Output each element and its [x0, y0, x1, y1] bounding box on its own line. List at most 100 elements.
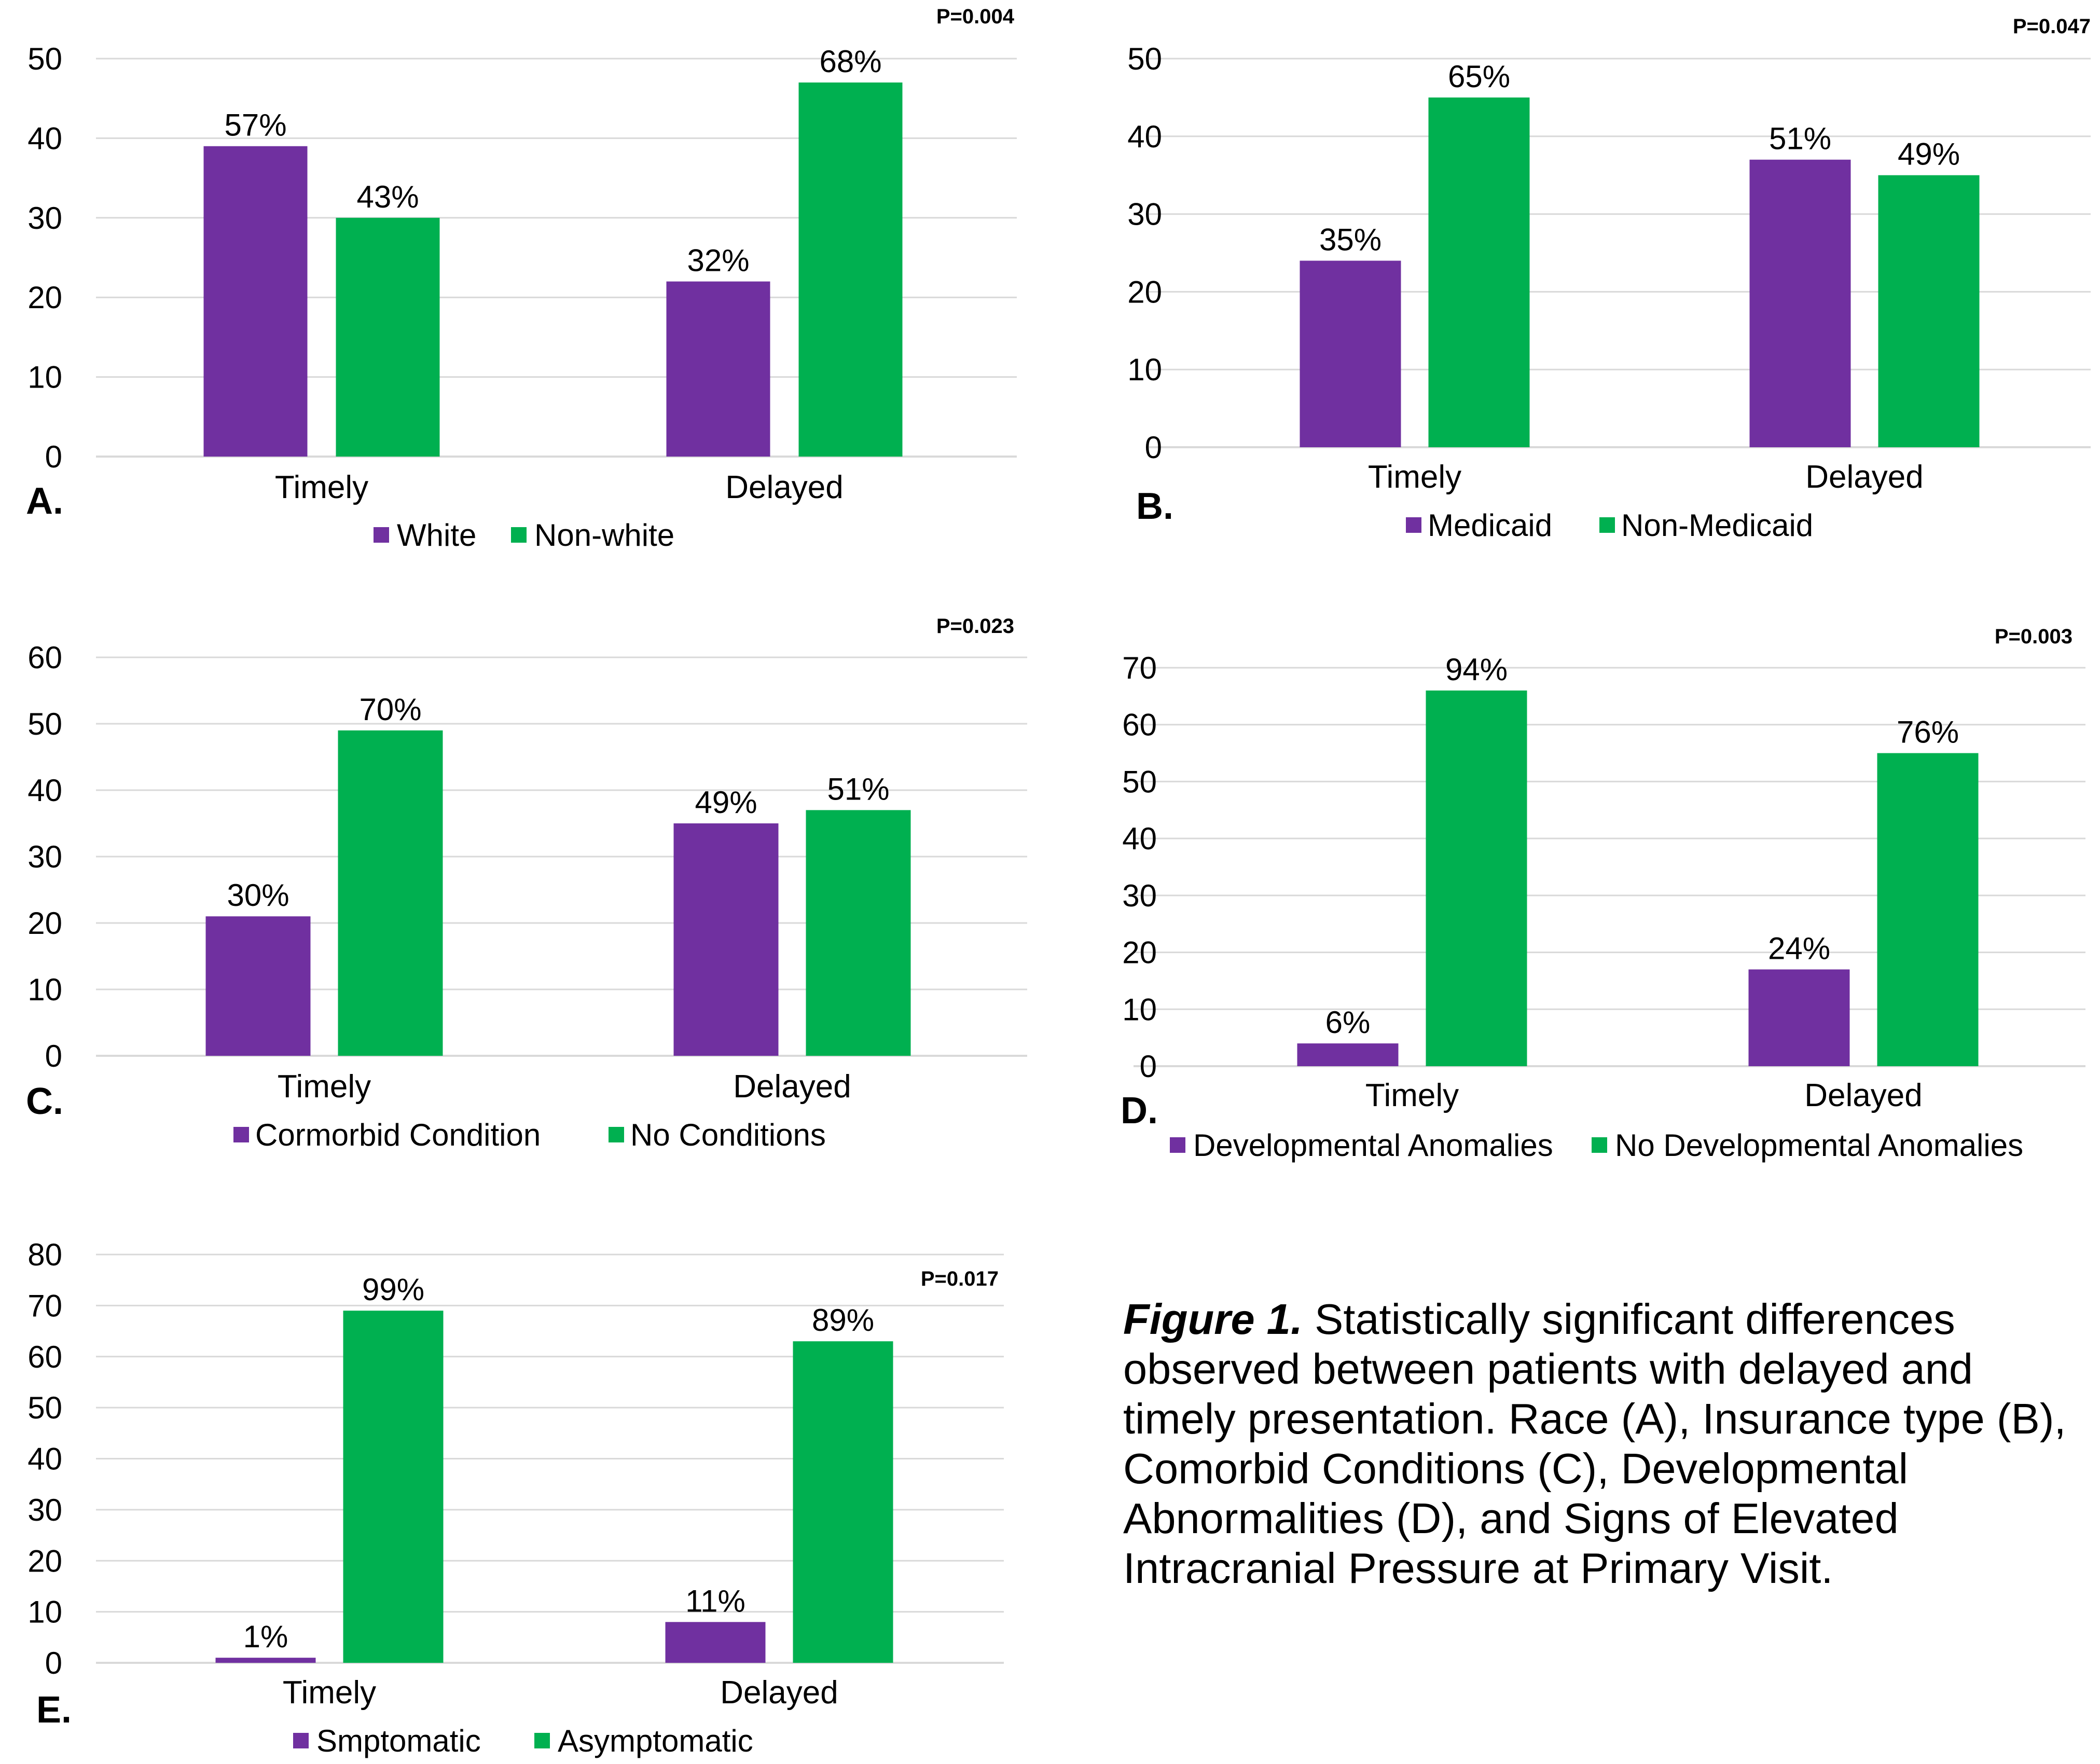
x-tick-label: Delayed	[725, 470, 843, 505]
data-label: 30%	[227, 878, 289, 913]
legend-label: No Conditions	[630, 1118, 826, 1152]
legend-label: Non-white	[534, 518, 674, 553]
p-value: P=0.017	[921, 1267, 999, 1290]
bar	[673, 823, 779, 1056]
y-tick-label: 10	[27, 360, 62, 395]
x-tick-label: Delayed	[1805, 459, 1923, 495]
y-tick-label: 30	[1122, 878, 1157, 913]
bar	[1426, 690, 1527, 1066]
data-label: 65%	[1448, 59, 1510, 94]
bar	[798, 82, 903, 457]
y-tick-label: 20	[1122, 935, 1157, 970]
bar	[1428, 97, 1530, 447]
y-tick-label: 10	[1122, 992, 1157, 1027]
legend-swatch	[1599, 517, 1615, 533]
bar	[336, 217, 440, 457]
y-tick-label: 10	[27, 972, 62, 1007]
legend-label: Asymptomatic	[558, 1724, 753, 1758]
p-value: P=0.003	[1995, 625, 2073, 648]
y-tick-label: 30	[1127, 197, 1162, 232]
chart-panel-2: 0 10 20 30 40 50 35% 51% 65% 49% Timely Delayed P=0.…	[1127, 15, 2091, 543]
y-tick-label: 30	[27, 201, 62, 236]
y-tick-label: 10	[27, 1595, 62, 1630]
x-tick-label: Timely	[1365, 1078, 1459, 1113]
y-tick-label: 20	[27, 1544, 62, 1578]
bar	[1300, 260, 1401, 447]
bar	[665, 1622, 766, 1663]
legend-label: White	[397, 518, 476, 553]
data-label: 6%	[1325, 1005, 1371, 1040]
x-tick-label: Delayed	[1804, 1078, 1922, 1113]
chart-panel-4: 0 10 20 30 40 50 60 70 6% 24% 94% 76% Timely Delayed P…	[1121, 625, 2085, 1163]
caption-lead: Figure 1.	[1123, 1295, 1303, 1343]
data-label: 94%	[1445, 652, 1508, 687]
y-tick-label: 70	[1122, 651, 1157, 685]
bar	[1877, 753, 1979, 1066]
data-label: 89%	[812, 1303, 874, 1338]
legend-swatch	[1170, 1137, 1185, 1153]
bar	[215, 1658, 316, 1663]
figure-caption: Figure 1. Statistically significant diff…	[1123, 1294, 2067, 1593]
x-tick-label: Timely	[275, 470, 368, 505]
y-tick-label: 0	[1145, 430, 1162, 465]
y-tick-label: 60	[1122, 708, 1157, 742]
y-tick-label: 40	[1122, 821, 1157, 856]
data-label: 32%	[687, 243, 749, 278]
data-label: 57%	[224, 108, 286, 143]
y-tick-label: 70	[27, 1288, 62, 1323]
x-tick-label: Delayed	[720, 1675, 838, 1711]
x-tick-label: Delayed	[733, 1069, 851, 1105]
y-tick-label: 40	[1127, 119, 1162, 154]
y-tick-label: 60	[27, 1340, 62, 1374]
bar	[203, 146, 308, 457]
data-label: 99%	[362, 1272, 424, 1307]
bar	[205, 916, 311, 1056]
data-label: 51%	[1769, 121, 1831, 156]
legend-swatch	[1592, 1137, 1607, 1153]
x-tick-label: Timely	[283, 1675, 376, 1711]
p-value: P=0.047	[2013, 15, 2091, 38]
y-tick-label: 80	[27, 1237, 62, 1272]
y-tick-label: 50	[1127, 42, 1162, 76]
data-label: 24%	[1768, 931, 1830, 966]
chart-panel-3: 0 10 20 30 40 50 60 30% 49% 70% 51% Timely Delayed P=…	[26, 615, 1027, 1152]
y-tick-label: 50	[27, 42, 62, 76]
panel-label: D.	[1121, 1090, 1158, 1132]
data-label: 43%	[356, 180, 419, 214]
y-tick-label: 40	[27, 773, 62, 808]
legend-label: Smptomatic	[316, 1724, 481, 1758]
y-tick-label: 20	[27, 280, 62, 315]
data-label: 76%	[1897, 715, 1959, 750]
caption-text: Statistically significant differences ob…	[1123, 1295, 2066, 1592]
y-tick-label: 40	[27, 121, 62, 156]
legend-label: Non-Medicaid	[1621, 508, 1813, 543]
data-label: 11%	[685, 1583, 745, 1618]
y-tick-label: 30	[27, 839, 62, 874]
data-label: 49%	[695, 785, 757, 820]
chart-panel-5: 0 10 20 30 40 50 60 70 80 1% 11% 99% 89% Timely Delaye…	[27, 1237, 1004, 1758]
data-label: 35%	[1319, 222, 1381, 257]
x-tick-label: Timely	[278, 1069, 371, 1105]
p-value: P=0.004	[936, 5, 1015, 28]
y-tick-label: 30	[27, 1493, 62, 1527]
legend-label: Cormorbid Condition	[255, 1118, 541, 1152]
y-tick-label: 20	[1127, 274, 1162, 309]
y-tick-label: 50	[27, 1390, 62, 1425]
data-label: 1%	[243, 1619, 288, 1654]
legend-swatch	[534, 1733, 550, 1748]
panel-label: B.	[1136, 486, 1173, 527]
y-tick-label: 0	[45, 1039, 62, 1073]
bar	[1748, 969, 1850, 1066]
legend-label: Developmental Anomalies	[1193, 1128, 1553, 1163]
y-tick-label: 40	[27, 1442, 62, 1477]
panel-label: A.	[26, 480, 63, 522]
p-value: P=0.023	[936, 615, 1014, 638]
bar	[793, 1341, 893, 1663]
y-tick-label: 0	[1140, 1049, 1157, 1084]
panel-label: C.	[26, 1081, 63, 1122]
bar	[338, 730, 443, 1056]
y-tick-label: 10	[1127, 352, 1162, 387]
legend-swatch	[511, 527, 527, 543]
